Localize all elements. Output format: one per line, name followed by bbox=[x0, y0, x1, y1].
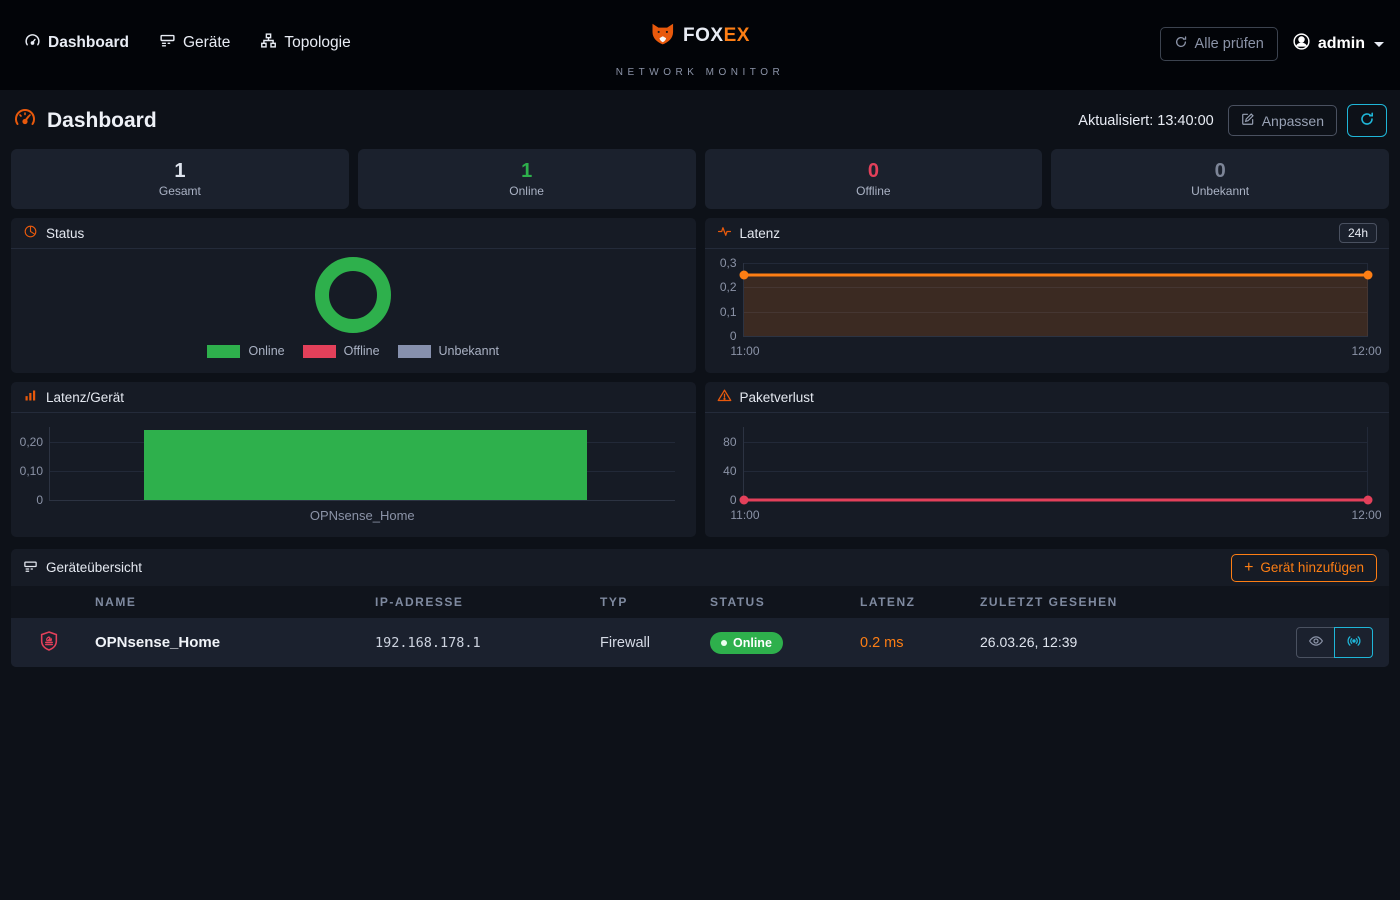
caret-down-icon bbox=[1374, 41, 1384, 47]
stat-label: Unbekannt bbox=[1191, 184, 1250, 198]
main-content: Dashboard Aktualisiert: 13:40:00 Anpasse… bbox=[0, 104, 1400, 667]
check-all-button[interactable]: Alle prüfen bbox=[1159, 27, 1278, 61]
device-table: NAME IP-ADRESSE TYP STATUS LATENZ ZULETZ… bbox=[11, 586, 1389, 667]
legend-swatch-offline bbox=[302, 344, 336, 358]
stat-value: 1 bbox=[521, 160, 533, 182]
nav-item-dashboard[interactable]: Dashboard bbox=[24, 32, 129, 54]
broadcast-icon bbox=[1346, 633, 1362, 653]
add-device-button[interactable]: + Gerät hinzufügen bbox=[1231, 553, 1377, 582]
fox-logo-icon bbox=[650, 20, 676, 51]
nav-item-label: Dashboard bbox=[48, 34, 129, 51]
brand-name: FOXEX bbox=[683, 24, 750, 46]
user-circle-icon bbox=[1292, 32, 1311, 56]
device-ip: 192.168.178.1 bbox=[375, 634, 481, 651]
legend-swatch-online bbox=[207, 344, 241, 358]
server-icon bbox=[159, 32, 176, 54]
ping-device-button[interactable] bbox=[1334, 627, 1373, 658]
device-type: Firewall bbox=[600, 634, 650, 651]
latency-line-chart: 0,3 0,2 0,1 0 11:00 12:00 bbox=[719, 256, 1382, 358]
table-header-row: NAME IP-ADRESSE TYP STATUS LATENZ ZULETZ… bbox=[11, 586, 1389, 618]
stat-cards: 1 Gesamt 1 Online 0 Offline 0 Unbekannt bbox=[11, 149, 1389, 209]
nav-item-topologie[interactable]: Topologie bbox=[260, 32, 351, 54]
stat-card-offline: 0 Offline bbox=[704, 149, 1043, 209]
legend-swatch-unbekannt bbox=[397, 344, 431, 358]
status-legend: Online Offline Unbekannt bbox=[207, 344, 499, 358]
stat-label: Online bbox=[509, 184, 544, 198]
column-header-zuletzt: ZULETZT GESEHEN bbox=[980, 595, 1118, 609]
column-header-name: NAME bbox=[95, 595, 137, 609]
device-latency-bar bbox=[143, 429, 588, 500]
brand-subtitle: NETWORK MONITOR bbox=[615, 67, 785, 78]
legend-item-unbekannt: Unbekannt bbox=[397, 344, 499, 358]
panel-title-latenz: Latenz bbox=[739, 225, 781, 241]
top-navbar: Dashboard Geräte Topologie FOXEX NETWORK… bbox=[0, 0, 1400, 90]
nav-right: Alle prüfen admin bbox=[1159, 27, 1384, 61]
column-header-latenz: LATENZ bbox=[860, 595, 916, 609]
eye-icon bbox=[1308, 633, 1324, 653]
row-actions bbox=[1296, 627, 1373, 658]
stat-card-online: 1 Online bbox=[357, 149, 696, 209]
device-latency: 0.2 ms bbox=[860, 634, 904, 651]
customize-button[interactable]: Anpassen bbox=[1227, 105, 1337, 136]
activity-icon bbox=[717, 224, 732, 242]
view-device-button[interactable] bbox=[1296, 627, 1335, 658]
stat-label: Offline bbox=[856, 184, 891, 198]
nav-item-geraete[interactable]: Geräte bbox=[159, 32, 230, 54]
device-name: OPNsense_Home bbox=[95, 634, 221, 651]
legend-item-online: Online bbox=[207, 344, 285, 358]
legend-item-offline: Offline bbox=[302, 344, 380, 358]
stat-value: 1 bbox=[174, 160, 186, 182]
pie-chart-icon bbox=[23, 224, 38, 242]
nav-item-label: Topologie bbox=[284, 34, 351, 51]
gauge-icon bbox=[13, 106, 37, 136]
user-menu[interactable]: admin bbox=[1292, 32, 1384, 56]
stat-value: 0 bbox=[867, 160, 879, 182]
charts-grid: Status Online Offline bbox=[11, 218, 1389, 537]
packet-loss-line-chart: 80 40 0 11:00 12:00 bbox=[723, 427, 1382, 522]
column-header-typ: TYP bbox=[600, 595, 628, 609]
packet-loss-panel: Paketverlust 80 40 0 11:00 12:00 bbox=[704, 382, 1389, 537]
bar-chart-icon bbox=[23, 388, 38, 406]
refresh-icon bbox=[1359, 111, 1375, 130]
page-title: Dashboard bbox=[13, 106, 157, 136]
table-title: Geräteübersicht bbox=[46, 560, 143, 575]
refresh-button[interactable] bbox=[1347, 104, 1387, 137]
device-last-seen: 26.03.26, 12:39 bbox=[980, 634, 1078, 650]
stat-label: Gesamt bbox=[158, 184, 201, 198]
status-donut-chart bbox=[315, 257, 392, 333]
brand: FOXEX NETWORK MONITOR bbox=[616, 20, 784, 78]
device-overview-panel: Geräteübersicht + Gerät hinzufügen NAME … bbox=[11, 549, 1389, 667]
stat-card-unbekannt: 0 Unbekannt bbox=[1051, 149, 1389, 209]
latency-panel: Latenz 24h 0,3 0,2 0,1 0 bbox=[704, 218, 1389, 373]
latency-bar-chart: 0,20 0,10 0 OPNsense_Home bbox=[20, 427, 675, 523]
stat-card-gesamt: 1 Gesamt bbox=[11, 149, 349, 209]
page-header: Dashboard Aktualisiert: 13:40:00 Anpasse… bbox=[13, 104, 1387, 137]
gauge-icon bbox=[24, 32, 41, 54]
latency-per-device-panel: Latenz/Gerät 0,20 0,10 0 OPNsense_Home bbox=[11, 382, 696, 537]
warning-triangle-icon bbox=[717, 388, 732, 406]
column-header-ip: IP-ADRESSE bbox=[375, 595, 464, 609]
stat-value: 0 bbox=[1214, 160, 1226, 182]
panel-title-latenz-geraet: Latenz/Gerät bbox=[46, 389, 125, 405]
panel-title-status: Status bbox=[46, 225, 85, 241]
latency-range-select[interactable]: 24h bbox=[1338, 223, 1377, 243]
table-row: OPNsense_Home 192.168.178.1 Firewall Onl… bbox=[11, 618, 1389, 667]
sitemap-icon bbox=[260, 32, 277, 54]
last-updated-text: Aktualisiert: 13:40:00 bbox=[1078, 112, 1214, 129]
status-panel: Status Online Offline bbox=[11, 218, 696, 373]
refresh-icon bbox=[1174, 35, 1188, 53]
status-badge: Online bbox=[710, 631, 783, 654]
plus-icon: + bbox=[1244, 558, 1254, 576]
nav-item-label: Geräte bbox=[182, 34, 231, 51]
server-icon bbox=[23, 559, 38, 577]
shield-firewall-icon bbox=[38, 630, 60, 656]
user-name: admin bbox=[1317, 35, 1365, 52]
main-nav: Dashboard Geräte Topologie bbox=[24, 32, 351, 54]
column-header-status: STATUS bbox=[710, 595, 766, 609]
panel-title-paketverlust: Paketverlust bbox=[739, 389, 814, 405]
pencil-square-icon bbox=[1241, 112, 1255, 129]
